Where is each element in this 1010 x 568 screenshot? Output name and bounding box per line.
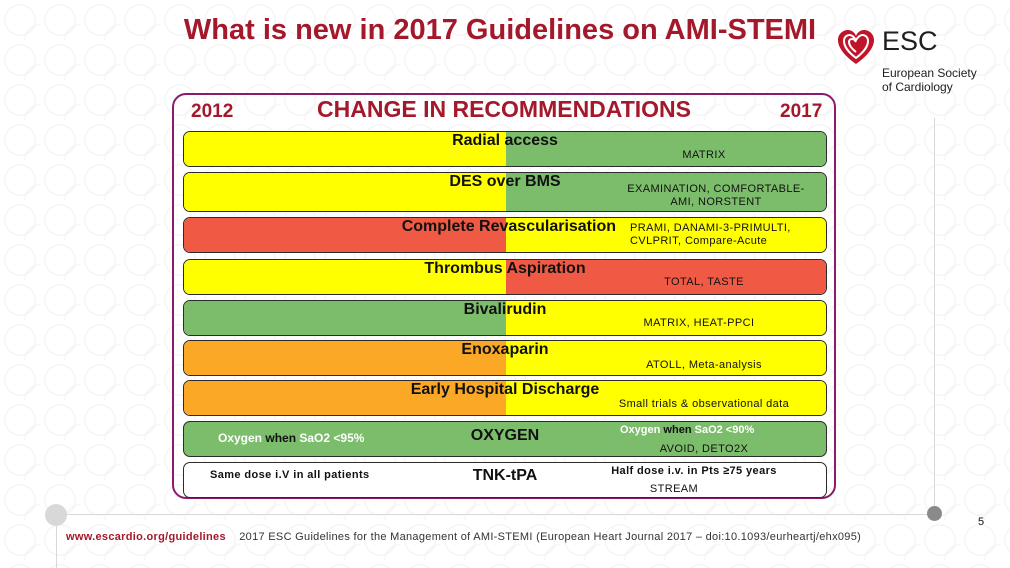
row-left-2012 xyxy=(184,301,506,335)
row-trial-note: TOTAL, TASTE xyxy=(664,276,744,288)
slide-title: What is new in 2017 Guidelines on AMI-ST… xyxy=(183,14,817,46)
heart-logo-icon xyxy=(838,30,874,64)
row-label: Early Hospital Discharge xyxy=(410,381,600,398)
oxygen-2012-text: Oxygen when SaO2 <95% xyxy=(218,431,364,445)
row-des-over-bms: DES over BMS EXAMINATION, COMFORTABLE-AM… xyxy=(183,172,827,212)
row-complete-revascularisation: Complete Revascularisation PRAMI, DANAMI… xyxy=(183,217,827,253)
logo-line-2: of Cardiology xyxy=(882,80,953,94)
tnk-2017-text: Half dose i.v. in Pts ≥75 years xyxy=(611,465,777,477)
divider-vertical-left xyxy=(56,514,57,568)
row-left-2012 xyxy=(184,341,506,375)
row-early-hospital-discharge: Early Hospital Discharge Small trials & … xyxy=(183,380,827,416)
year-2017: 2017 xyxy=(780,101,823,122)
divider-vertical xyxy=(934,118,935,508)
row-left-2012 xyxy=(184,260,506,294)
row-right-2017 xyxy=(506,301,826,335)
footer-citation: 2017 ESC Guidelines for the Management o… xyxy=(239,531,862,543)
footer: www.escardio.org/guidelines 2017 ESC Gui… xyxy=(66,531,861,543)
recommendations-frame xyxy=(172,93,836,499)
oxygen-2017-word: Oxygen xyxy=(620,424,661,436)
row-label: Enoxaparin xyxy=(461,341,549,358)
row-label: Complete Revascularisation xyxy=(401,218,616,235)
row-right-2017 xyxy=(506,260,826,294)
logo-line-1: European Society xyxy=(882,66,977,80)
row-label: Radial access xyxy=(452,132,558,149)
row-left-2012 xyxy=(184,381,506,415)
row-label: TNK-tPA xyxy=(472,467,538,484)
row-trial-note: MATRIX xyxy=(682,149,726,161)
oxygen-2017-text: Oxygen when SaO2 <90% xyxy=(620,424,754,436)
tnk-2012-text: Same dose i.V in all patients xyxy=(210,469,370,481)
row-label: Thrombus Aspiration xyxy=(424,260,586,277)
row-trial-note: STREAM xyxy=(649,483,699,495)
row-trial-note: PRAMI, DANAMI-3-PRIMULTI, CVLPRIT, Compa… xyxy=(630,222,791,247)
section-heading: CHANGE IN RECOMMENDATIONS xyxy=(317,96,691,122)
esc-logo: ESC European Society of Cardiology xyxy=(836,26,996,98)
oxygen-2017-threshold: SaO2 <90% xyxy=(694,424,755,436)
row-trial-note: AVOID, DETO2X xyxy=(659,443,749,455)
row-left-2012 xyxy=(184,132,506,166)
row-right-2017 xyxy=(506,381,826,415)
divider-horizontal xyxy=(56,514,934,515)
year-2012: 2012 xyxy=(191,101,234,122)
oxygen-2012-threshold: SaO2 <95% xyxy=(299,431,365,445)
footer-url-link[interactable]: www.escardio.org/guidelines xyxy=(66,531,226,543)
row-left-2012 xyxy=(184,218,506,252)
page-number: 5 xyxy=(978,516,985,528)
row-right-2017 xyxy=(506,173,826,211)
row-trial-note: Small trials & observational data xyxy=(618,398,790,410)
row-trial-note: ATOLL, Meta-analysis xyxy=(646,359,762,371)
logo-subtitle: European Society of Cardiology xyxy=(882,66,977,94)
decorative-dot-left xyxy=(45,504,67,526)
oxygen-2012-word: Oxygen xyxy=(218,431,263,445)
row-enoxaparin: Enoxaparin ATOLL, Meta-analysis xyxy=(183,340,827,376)
row-left-2012 xyxy=(184,173,506,211)
row-right-2017 xyxy=(506,132,826,166)
row-label: OXYGEN xyxy=(470,427,540,444)
row-bivalirudin: Bivalirudin MATRIX, HEAT-PPCI xyxy=(183,300,827,336)
row-right-2017 xyxy=(506,341,826,375)
row-trial-note: EXAMINATION, COMFORTABLE-AMI, NORSTENT xyxy=(627,183,805,208)
decorative-dot-right xyxy=(927,506,942,521)
row-oxygen: Oxygen when SaO2 <95% OXYGEN Oxygen when… xyxy=(183,421,827,457)
row-label: DES over BMS xyxy=(449,173,561,190)
logo-brand: ESC xyxy=(882,26,938,56)
row-radial-access: Radial access MATRIX xyxy=(183,131,827,167)
row-trial-note: MATRIX, HEAT-PPCI xyxy=(643,317,755,329)
row-thrombus-aspiration: Thrombus Aspiration TOTAL, TASTE xyxy=(183,259,827,295)
row-tnk-tpa: Same dose i.V in all patients TNK-tPA Ha… xyxy=(183,462,827,498)
oxygen-2012-when: when xyxy=(265,431,297,445)
oxygen-2017-when: when xyxy=(663,424,692,436)
row-label: Bivalirudin xyxy=(463,301,547,318)
row-right-2017 xyxy=(506,218,826,252)
